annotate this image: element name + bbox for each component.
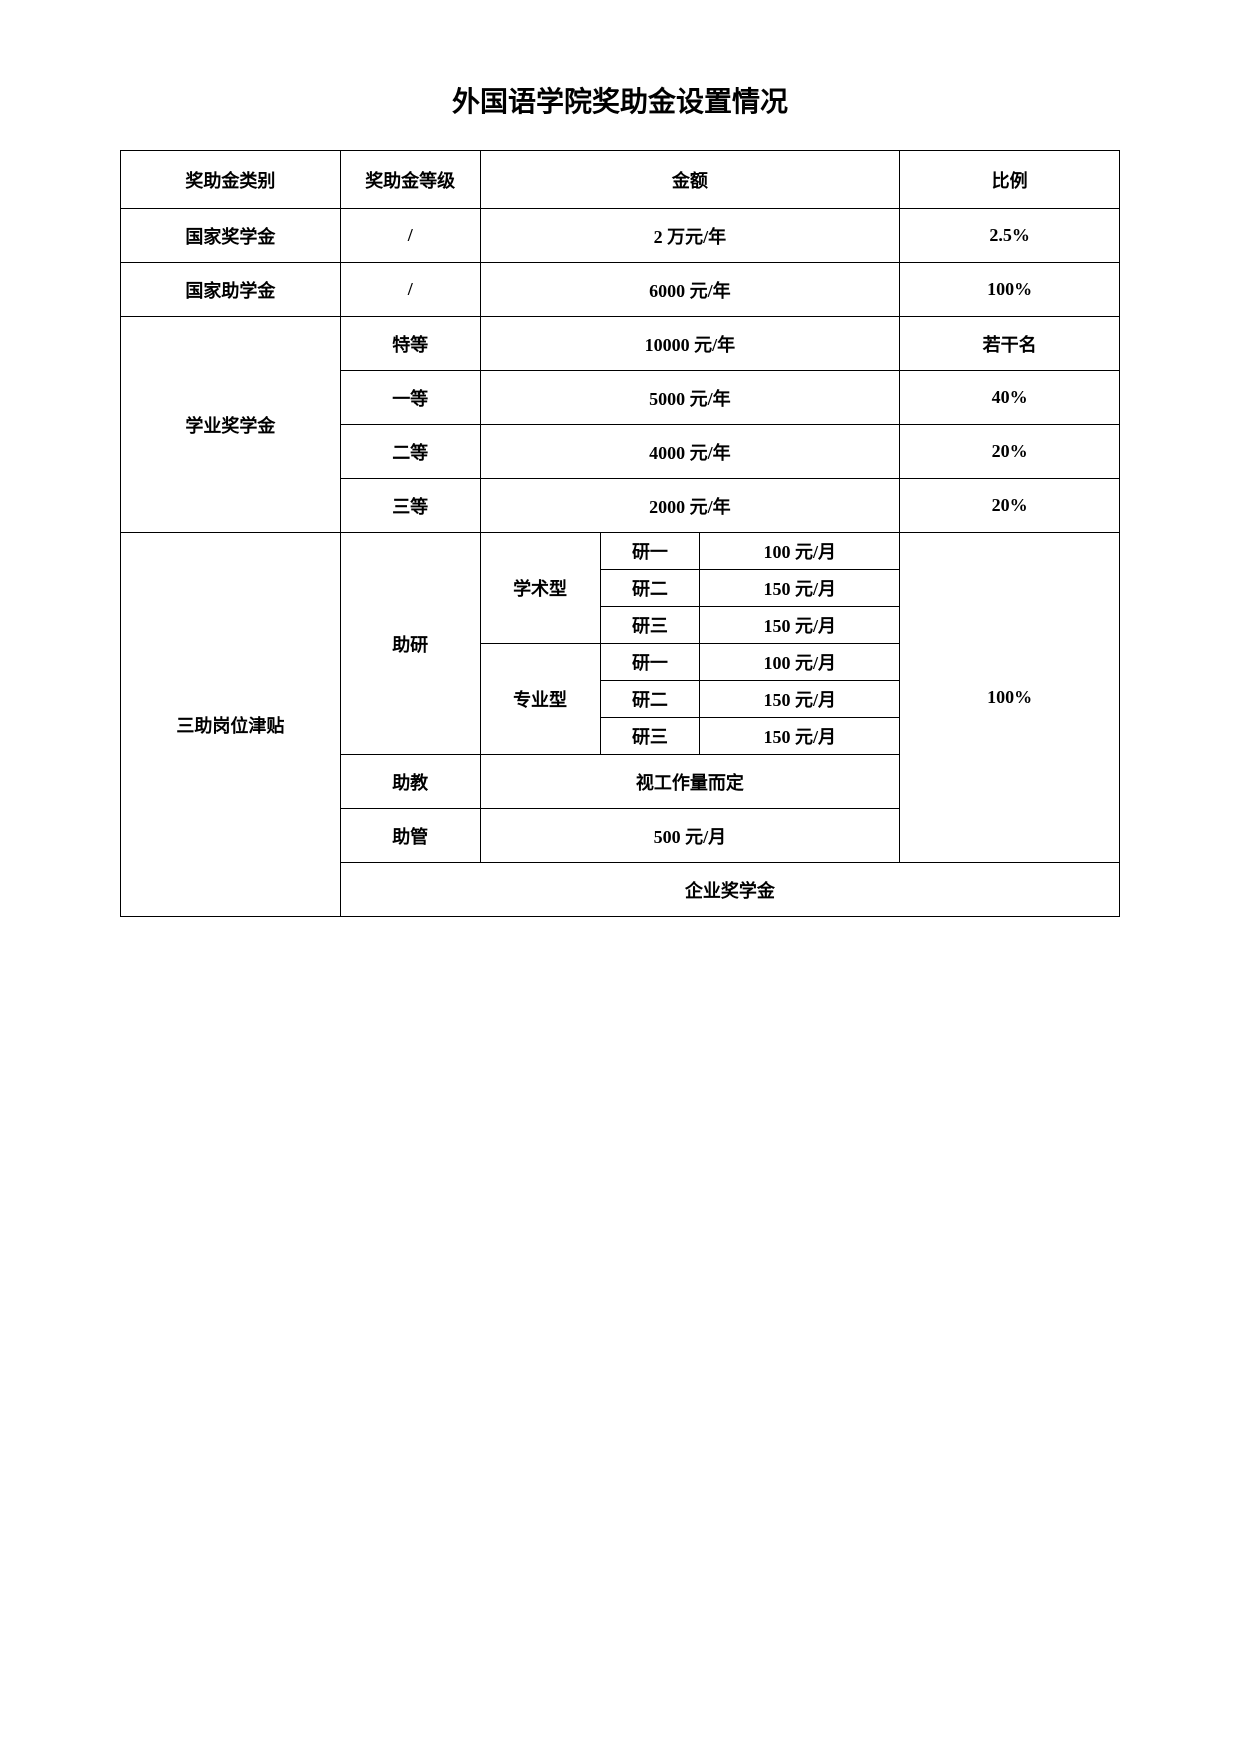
cell-category: 国家助学金: [121, 263, 341, 317]
cell-enterprise: 企业奖学金: [340, 863, 1119, 917]
table-header-row: 奖助金类别 奖助金等级 金额 比例: [121, 151, 1120, 209]
cell-ratio: 20%: [900, 479, 1120, 533]
cell-amount: 150 元/月: [700, 718, 900, 755]
cell-amount: 视工作量而定: [480, 755, 900, 809]
cell-level: 特等: [340, 317, 480, 371]
table-row: 国家奖学金 / 2 万元/年 2.5%: [121, 209, 1120, 263]
page-title: 外国语学院奖助金设置情况: [120, 80, 1120, 120]
cell-level: 一等: [340, 371, 480, 425]
scholarship-table: 奖助金类别 奖助金等级 金额 比例 国家奖学金 / 2 万元/年 2.5% 国家…: [120, 150, 1120, 917]
cell-level: /: [340, 209, 480, 263]
cell-level: 助研: [340, 533, 480, 755]
cell-level: 二等: [340, 425, 480, 479]
cell-amount: 6000 元/年: [480, 263, 900, 317]
table-row: 国家助学金 / 6000 元/年 100%: [121, 263, 1120, 317]
cell-grade: 研三: [600, 607, 700, 644]
cell-level: 助教: [340, 755, 480, 809]
cell-grade: 研二: [600, 570, 700, 607]
cell-ratio: 若干名: [900, 317, 1120, 371]
cell-level: 助管: [340, 809, 480, 863]
header-category: 奖助金类别: [121, 151, 341, 209]
cell-grade: 研二: [600, 681, 700, 718]
cell-ratio: 40%: [900, 371, 1120, 425]
cell-type: 专业型: [480, 644, 600, 755]
cell-amount: 500 元/月: [480, 809, 900, 863]
cell-amount: 2 万元/年: [480, 209, 900, 263]
cell-ratio: 100%: [900, 263, 1120, 317]
cell-ratio: 100%: [900, 533, 1120, 863]
header-level: 奖助金等级: [340, 151, 480, 209]
cell-grade: 研一: [600, 644, 700, 681]
cell-category: 国家奖学金: [121, 209, 341, 263]
cell-amount: 10000 元/年: [480, 317, 900, 371]
cell-amount: 100 元/月: [700, 533, 900, 570]
cell-type: 学术型: [480, 533, 600, 644]
cell-ratio: 20%: [900, 425, 1120, 479]
table-row: 三助岗位津贴 助研 学术型 研一 100 元/月 100%: [121, 533, 1120, 570]
cell-amount: 5000 元/年: [480, 371, 900, 425]
cell-amount: 100 元/月: [700, 644, 900, 681]
cell-level: 三等: [340, 479, 480, 533]
cell-amount: 2000 元/年: [480, 479, 900, 533]
header-amount: 金额: [480, 151, 900, 209]
cell-amount: 150 元/月: [700, 681, 900, 718]
cell-ratio: 2.5%: [900, 209, 1120, 263]
cell-level: /: [340, 263, 480, 317]
cell-grade: 研三: [600, 718, 700, 755]
cell-category: 学业奖学金: [121, 317, 341, 533]
cell-category: 三助岗位津贴: [121, 533, 341, 917]
cell-amount: 150 元/月: [700, 607, 900, 644]
table-row: 学业奖学金 特等 10000 元/年 若干名: [121, 317, 1120, 371]
cell-grade: 研一: [600, 533, 700, 570]
cell-amount: 4000 元/年: [480, 425, 900, 479]
header-ratio: 比例: [900, 151, 1120, 209]
cell-amount: 150 元/月: [700, 570, 900, 607]
